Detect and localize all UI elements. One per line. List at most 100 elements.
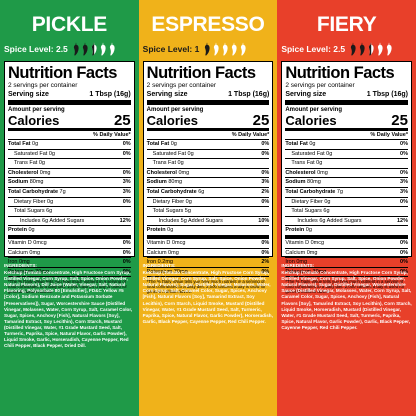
nutrient-row: Calcium 0mg 0%	[285, 249, 408, 259]
nutrient-name: Dietary Fiber 0g	[14, 198, 53, 207]
nutrient-amount: 0mg	[176, 169, 190, 176]
nutrient-percent: 12%	[119, 217, 131, 224]
calories-label: Calories	[8, 113, 60, 128]
serving-size-label: Serving size	[8, 91, 49, 98]
nutrient-label: Total Carbohydrate	[285, 188, 336, 195]
nutrient-label: Total Sugars	[291, 208, 322, 215]
nutrient-row: Vitamin D 0mcg 0%	[146, 239, 270, 249]
calories-label: Calories	[285, 113, 337, 128]
nutrient-name: Iron 0mg	[285, 258, 307, 267]
nutrient-amount: 0mg	[166, 249, 179, 256]
nutrient-row: Dietary Fiber 0g 0%	[146, 198, 270, 208]
chili-pepper-icon	[223, 42, 228, 56]
nutrient-amount: 30mg	[33, 268, 49, 275]
nutrient-amount: 0g	[307, 141, 316, 147]
nutrient-row: Total Carbohydrate 6g 2%	[146, 188, 270, 198]
nutrient-name: Calcium 0mg	[285, 249, 317, 258]
nutrient-percent: 0%	[122, 141, 131, 147]
flavor-title: FIERY	[316, 13, 377, 36]
serving-size: Serving size 1 Tbsp (16g)	[146, 90, 270, 105]
nutrient-row: Total Carbohydrate 7g 3%	[285, 188, 408, 198]
pepper-rating	[349, 42, 393, 56]
nutrient-amount: 0g	[169, 141, 177, 147]
panel-espresso: ESPRESSO Spice Level: 1 Nutrition Facts 2 s…	[138, 0, 278, 416]
serving-size-value: 1 Tbsp (16g)	[89, 91, 131, 98]
nutrient-label: Trans Fat	[291, 160, 315, 167]
nutrient-label: Includes 6g Added Sugars	[20, 217, 85, 224]
nutrient-label: Total Fat	[146, 141, 170, 147]
nutrient-label: Total Sugars	[14, 208, 45, 215]
amount-per-serving: Amount per serving	[146, 107, 204, 113]
nutrient-label: Sodium	[8, 179, 29, 186]
nutrient-name: Vitamin D 0mcg	[8, 239, 47, 248]
nutrient-name: Saturated Fat 0g	[14, 150, 55, 159]
nutrient-percent: 0%	[261, 268, 270, 275]
nutrient-label: Potassium	[285, 268, 311, 275]
nutrient-percent: 0%	[400, 150, 408, 157]
nutrient-amount: 0mg	[315, 169, 328, 176]
nutrient-amount: 7g	[335, 188, 343, 195]
nutrient-amount: 0g	[30, 141, 39, 147]
chili-pepper-icon	[100, 42, 106, 56]
ingredients-heading: INGREDIENTS:	[142, 263, 176, 268]
nutrient-amount: 0g	[165, 227, 174, 234]
nutrient-percent: 0%	[122, 198, 131, 205]
nutrient-amount: 6g	[321, 208, 330, 215]
nutrient-name: Sodium 80mg	[285, 178, 320, 187]
nutrient-percent: 0%	[400, 198, 408, 205]
nutrient-row: Total Sugars 6g	[285, 207, 408, 217]
nutrient-label: Total Carbohydrate	[146, 188, 197, 195]
chili-pepper-icon	[387, 42, 392, 56]
nutrient-amount: 0mg	[294, 259, 308, 266]
nutrient-row: Saturated Fat 0g 0%	[285, 150, 408, 160]
serving-size-value: 1 Tbsp (16g)	[366, 91, 408, 98]
nutrient-name: Saturated Fat 0g	[153, 150, 194, 159]
nutrient-amount: 0g	[176, 160, 184, 167]
nutrient-label: Protein	[146, 227, 166, 234]
nutrient-row: Protein 0g	[146, 226, 270, 239]
nutrient-row: Total Fat 0g 0%	[146, 140, 270, 150]
nutrient-label: Sodium	[285, 179, 306, 186]
nutrient-row: Vitamin D 0mcg 0%	[285, 239, 408, 249]
nutrient-percent: 0%	[122, 169, 131, 176]
nutrient-row: Iron 0mg 0%	[8, 258, 131, 268]
nutrient-amount: 0g	[322, 198, 331, 205]
nutrient-percent: 0%	[261, 150, 270, 157]
nutrient-row: Iron 0.2mg 2%	[146, 258, 270, 268]
calories-value: 25	[113, 112, 131, 129]
nutrient-amount: 0mg	[305, 249, 318, 256]
chili-pepper-icon	[205, 42, 210, 56]
nutrient-percent: 0%	[400, 268, 408, 275]
nutrient-percent: 2%	[261, 259, 270, 266]
nutrient-name: Sodium 80mg	[8, 178, 43, 187]
flavor-title: PICKLE	[31, 13, 108, 36]
nutrient-name: Total Carbohydrate 7g	[285, 188, 343, 197]
nutrient-amount: 6g	[196, 188, 205, 195]
spice-level-label: Spice Level: 2.5	[4, 44, 68, 54]
nutrient-label: Includes 6g Added Sugars	[297, 217, 362, 224]
nutrient-amount: 0mg	[27, 249, 41, 256]
nutrient-row: Trans Fat 0g	[285, 159, 408, 169]
nutrient-percent: 3%	[261, 179, 270, 186]
nutrition-facts-label: Nutrition Facts 2 servings per container S…	[4, 61, 135, 294]
spice-level-label: Spice Level: 1	[142, 44, 200, 54]
nutrient-name: Iron 0.2mg	[147, 258, 173, 267]
nutrient-row: Total Sugars 6g	[8, 207, 131, 217]
nutrient-percent: 0%	[122, 268, 131, 275]
nutrient-row: Sodium 80mg 3%	[8, 178, 131, 188]
chili-pepper-icon	[360, 42, 365, 56]
nutrient-amount: 0g	[314, 160, 323, 167]
amount-per-serving: Amount per serving	[285, 107, 342, 113]
calories-row: Calories 25	[8, 112, 131, 131]
nutrient-name: Total Carbohydrate 7g	[8, 188, 66, 197]
nutrient-name: Includes 6g Added Sugars	[20, 217, 84, 226]
nutrient-name: Cholesterol 0mg	[285, 169, 328, 178]
nutrient-row: Cholesterol 0mg 0%	[8, 169, 131, 179]
serving-size: Serving size 1 Tbsp (16g)	[285, 90, 408, 105]
ingredients-text: Ketchup (Tomato Concentrate, High Fructo…	[281, 270, 412, 330]
nutrient-label: Saturated Fat	[152, 150, 186, 157]
nutrition-facts-label: Nutrition Facts 2 servings per container S…	[281, 61, 412, 294]
nutrition-facts-title: Nutrition Facts	[146, 64, 256, 82]
daily-value-header: % Daily Value*	[146, 131, 270, 140]
calories-value: 25	[391, 112, 408, 129]
